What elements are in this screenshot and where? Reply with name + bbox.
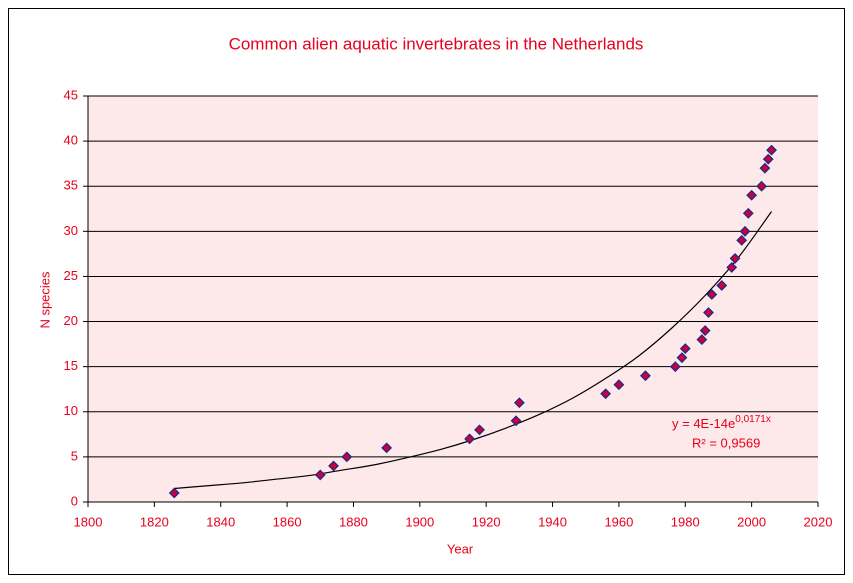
y-tick-label: 15 [64,358,78,373]
x-tick-label: 1820 [140,514,169,529]
x-tick-label: 1840 [206,514,235,529]
data-point [706,289,718,300]
x-tick-label: 1860 [273,514,302,529]
data-point [613,379,625,391]
y-tick-label: 25 [64,268,78,283]
data-point [726,262,738,273]
data-point [742,207,754,219]
data-point [474,424,485,436]
r-squared: R² = 0,9569 [692,435,760,450]
data-point [746,189,758,201]
equation-exponent: 0,0171x [735,414,771,425]
data-point [756,180,768,192]
data-point [510,415,522,427]
data-point [464,433,476,445]
trendline-equation: y = 4E-14e0,0171x [672,414,771,432]
data-point [696,334,708,346]
y-tick-label: 40 [64,133,78,148]
chart-title: Common alien aquatic invertebrates in th… [229,34,644,53]
data-point [703,307,714,318]
x-tick-label: 1980 [671,514,700,529]
data-point [168,487,180,499]
x-tick-label: 1880 [339,514,368,529]
x-tick-label: 1920 [472,514,501,529]
y-tick-label: 45 [64,87,78,102]
x-tick-label: 1960 [604,514,633,529]
y-tick-label: 35 [64,178,78,193]
x-tick-label: 2000 [737,514,766,529]
y-axis-label: N species [37,271,52,329]
y-tick-label: 10 [64,403,78,418]
data-point [679,343,691,355]
x-tick-label: 1800 [74,514,103,529]
data-point [762,153,774,165]
data-point [640,370,651,382]
data-point [729,252,741,264]
x-tick-label: 2020 [804,514,833,529]
data-point [513,397,525,409]
x-axis-label: Year [447,541,474,556]
y-tick-label: 30 [64,223,78,238]
y-tick-label: 0 [71,493,78,508]
data-point [676,352,688,364]
data-point [759,162,771,174]
data-point [716,280,728,291]
y-tick-label: 5 [71,448,78,463]
x-tick-label: 1940 [538,514,567,529]
data-point [341,451,353,463]
data-point [739,225,751,237]
data-point [314,469,326,481]
data-point [669,361,681,373]
data-point [328,460,339,472]
data-point [600,388,612,400]
equation-base: y = 4E-14e [672,416,735,431]
data-point [736,234,748,246]
data-point [766,144,777,156]
data-point [699,325,711,336]
x-tick-label: 1900 [405,514,434,529]
data-point [381,442,393,454]
y-tick-label: 20 [64,313,78,328]
plot-area [88,96,818,502]
